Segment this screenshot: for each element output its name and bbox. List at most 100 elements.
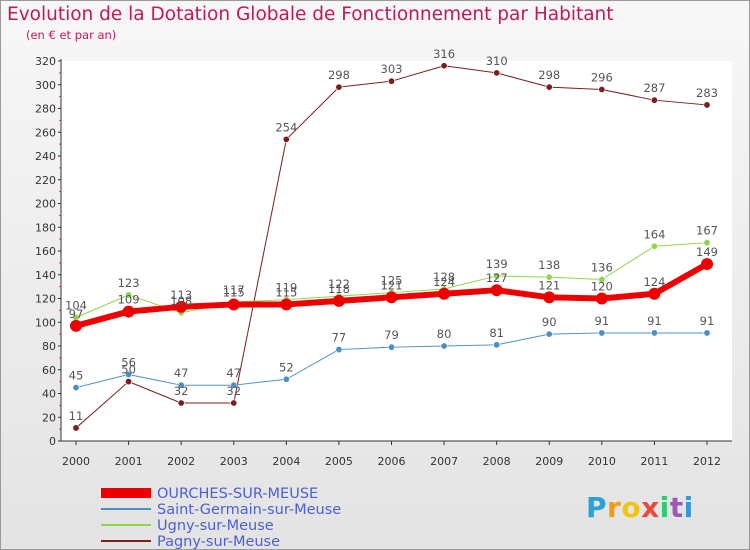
data-point [335, 346, 343, 354]
data-label: 123 [118, 276, 140, 290]
data-point [230, 399, 238, 407]
data-label: 97 [69, 307, 84, 321]
data-label: 109 [118, 293, 140, 307]
data-label: 117 [223, 283, 245, 297]
y-tick-label: 300 [35, 79, 56, 92]
data-point [125, 378, 133, 386]
x-tick-label: 2004 [272, 455, 300, 468]
data-point [648, 287, 661, 300]
chart-subtitle: (en € et par an) [26, 28, 117, 42]
data-label: 79 [384, 328, 399, 342]
data-label: 56 [121, 356, 136, 370]
proxiti-logo: Proxiti [586, 491, 694, 524]
data-point [70, 319, 82, 332]
data-label: 91 [595, 314, 610, 328]
data-label: 113 [170, 288, 192, 302]
data-point [650, 242, 658, 250]
data-point [125, 291, 133, 299]
data-label: 104 [65, 299, 87, 313]
legend-label: Pagny-sur-Meuse [157, 534, 280, 549]
x-tick-label: 2012 [693, 455, 721, 468]
data-point [385, 291, 398, 304]
y-tick-label: 160 [35, 245, 56, 258]
data-label: 128 [433, 270, 455, 284]
data-label: 11 [69, 409, 84, 423]
data-label: 296 [591, 71, 613, 85]
data-label: 316 [433, 47, 455, 61]
data-label: 136 [591, 261, 613, 275]
y-tick-label: 220 [35, 174, 56, 187]
data-point [545, 83, 553, 91]
data-point [438, 287, 451, 300]
x-tick-label: 2002 [167, 455, 195, 468]
y-tick-label: 280 [35, 103, 56, 116]
data-point [598, 329, 606, 337]
data-label: 32 [174, 384, 189, 398]
legend-swatch [101, 488, 151, 498]
data-label: 115 [275, 285, 297, 299]
x-tick-label: 2009 [535, 455, 563, 468]
x-tick-label: 2007 [430, 455, 458, 468]
data-label: 120 [591, 280, 613, 294]
data-label: 149 [696, 245, 718, 259]
data-point [440, 342, 448, 350]
data-point [595, 292, 608, 305]
data-label: 45 [69, 369, 84, 383]
y-tick-label: 260 [35, 126, 56, 139]
data-point [545, 330, 553, 338]
data-label: 303 [381, 62, 403, 76]
data-label: 125 [381, 274, 403, 288]
data-point [703, 239, 711, 247]
logo-letter: i [683, 491, 694, 524]
data-point [125, 370, 133, 378]
legend-label: Ugny-sur-Meuse [157, 518, 274, 534]
data-point [598, 275, 606, 283]
data-label: 287 [643, 81, 665, 95]
logo-letter: x [641, 491, 660, 524]
logo-letter: P [586, 491, 608, 524]
y-tick-label: 240 [35, 150, 56, 163]
data-point [440, 62, 448, 70]
x-tick-label: 2008 [483, 455, 511, 468]
data-point [493, 69, 501, 77]
data-label: 124 [433, 275, 455, 289]
data-label: 80 [437, 327, 452, 341]
data-label: 119 [275, 281, 297, 295]
data-point [230, 381, 238, 389]
data-point [175, 300, 188, 313]
y-tick-label: 140 [35, 269, 56, 282]
data-point [650, 96, 658, 104]
data-point [543, 291, 556, 304]
data-label: 81 [489, 326, 504, 340]
data-label: 121 [381, 278, 403, 292]
data-label: 108 [170, 294, 192, 308]
data-label: 91 [647, 314, 662, 328]
logo-letter: t [669, 491, 684, 524]
x-tick-label: 2006 [378, 455, 406, 468]
y-tick-label: 60 [42, 364, 56, 377]
y-tick-label: 200 [35, 198, 56, 211]
data-point [701, 258, 713, 271]
data-label: 138 [538, 258, 560, 272]
data-label: 164 [643, 227, 665, 241]
logo-letter: r [607, 491, 622, 524]
data-point [650, 329, 658, 337]
data-label: 298 [328, 68, 350, 82]
data-label: 139 [486, 257, 508, 271]
data-point [387, 77, 395, 85]
logo-letter: o [621, 491, 642, 524]
y-tick-label: 100 [35, 316, 56, 329]
x-tick-label: 2000 [62, 455, 90, 468]
y-tick-label: 20 [42, 411, 56, 424]
data-point [545, 273, 553, 281]
data-label: 47 [174, 366, 189, 380]
data-point [490, 284, 503, 297]
data-label: 77 [332, 331, 347, 345]
data-label: 52 [279, 360, 294, 374]
data-point [72, 384, 80, 392]
data-point [493, 341, 501, 349]
data-label: 310 [486, 54, 508, 68]
data-label: 283 [696, 86, 718, 100]
